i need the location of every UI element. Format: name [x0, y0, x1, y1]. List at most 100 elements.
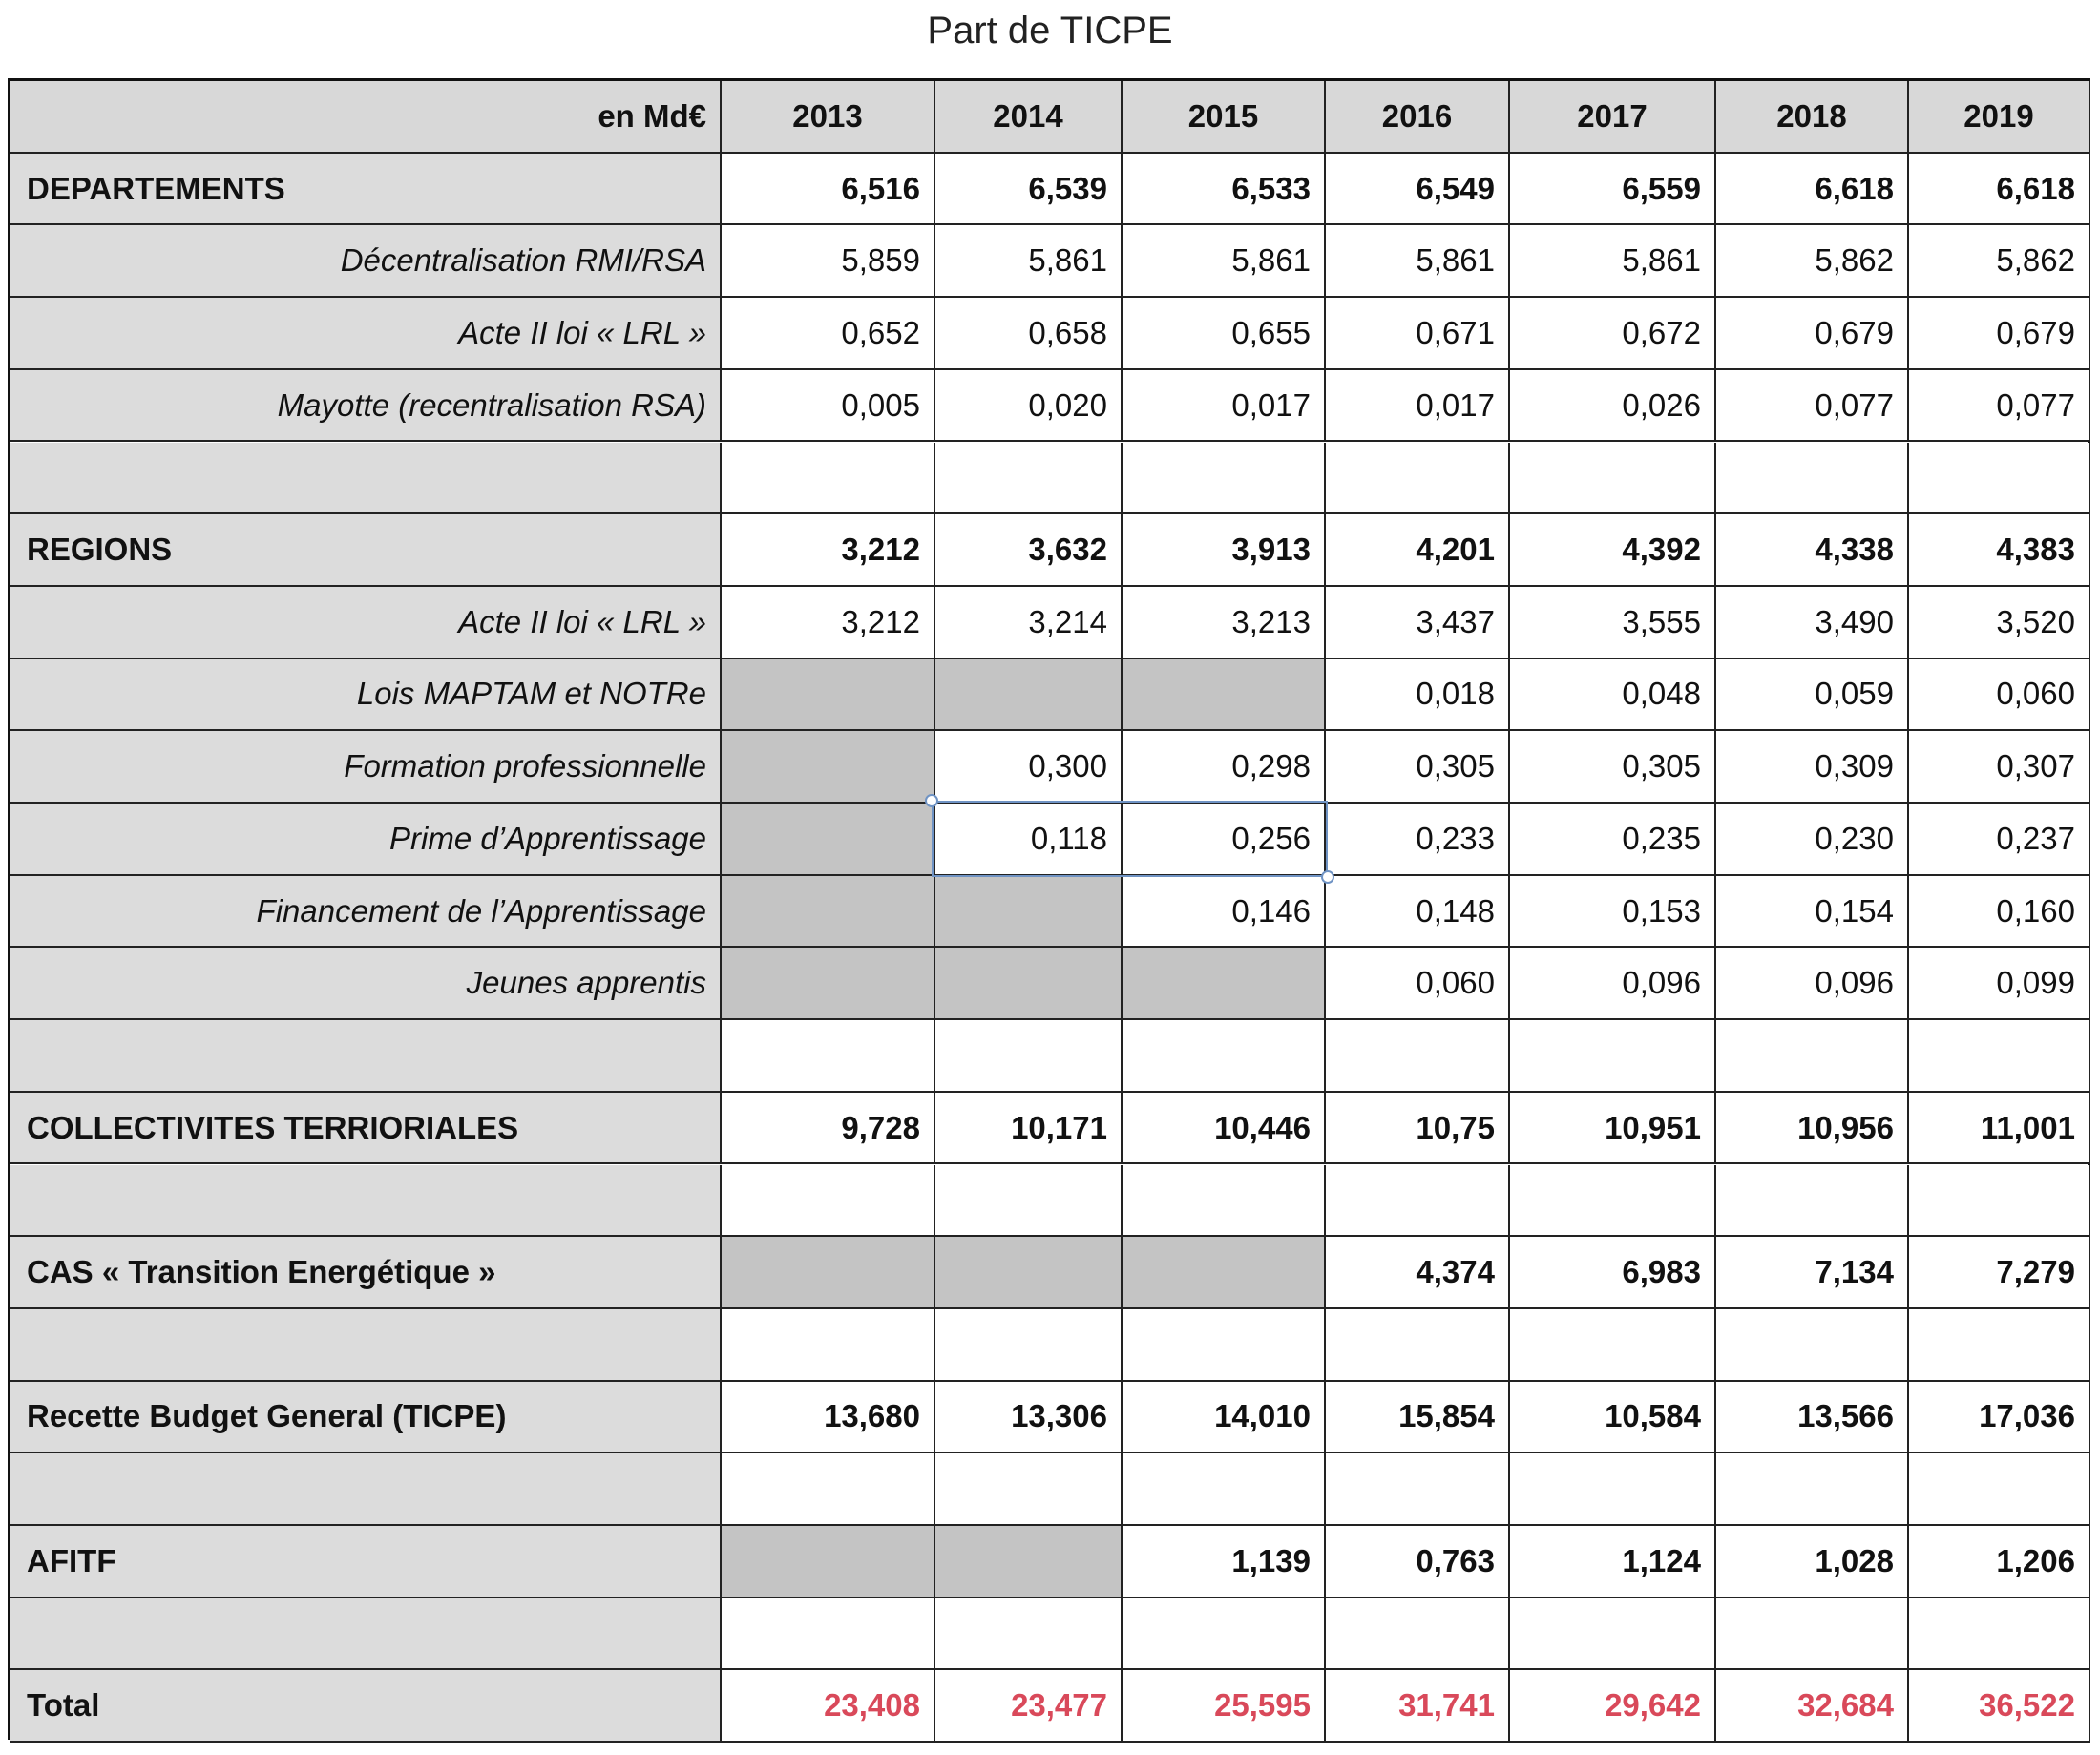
row-label: AFITF	[10, 1526, 722, 1598]
value-cell: 13,306	[935, 1381, 1123, 1454]
value-cell	[1326, 442, 1510, 515]
value-cell: 0,655	[1123, 298, 1326, 370]
value-cell	[1326, 1020, 1510, 1093]
value-cell: 3,212	[722, 514, 935, 587]
value-cell: 0,233	[1326, 804, 1510, 876]
value-cell: 0,148	[1326, 875, 1510, 949]
value-cell: 5,862	[1716, 225, 1909, 299]
row-label: DEPARTEMENTS	[10, 153, 722, 226]
value-cell: 4,338	[1716, 514, 1909, 587]
table: en Md€ 2013 2014 2015 2016 2017 2018 2019 DEPART…	[8, 78, 2090, 1744]
value-cell: 5,861	[1123, 225, 1326, 299]
header-year: 2017	[1510, 81, 1716, 154]
value-cell: 32,684	[1716, 1670, 1909, 1744]
header-year: 2016	[1326, 81, 1510, 154]
value-cell: 6,559	[1510, 153, 1716, 226]
row-label	[10, 1020, 722, 1093]
row-label: Lois MAPTAM et NOTRe	[10, 658, 722, 732]
value-cell	[1123, 948, 1326, 1021]
value-cell: 6,618	[1909, 153, 2090, 226]
value-cell: 0,256	[1123, 804, 1326, 876]
value-cell: 6,983	[1510, 1237, 1716, 1309]
value-cell: 25,595	[1123, 1670, 1326, 1744]
value-cell: 0,309	[1716, 731, 1909, 804]
row-label: Décentralisation RMI/RSA	[10, 225, 722, 299]
value-cell: 3,437	[1326, 586, 1510, 659]
value-cell: 0,679	[1909, 298, 2090, 370]
row-label: Prime d’Apprentissage	[10, 804, 722, 876]
value-cell: 5,862	[1909, 225, 2090, 299]
row-label	[10, 442, 722, 515]
value-cell: 0,763	[1326, 1526, 1510, 1598]
value-cell: 17,036	[1909, 1381, 2090, 1454]
value-cell	[722, 804, 935, 876]
value-cell	[935, 1164, 1123, 1238]
value-cell: 0,018	[1326, 658, 1510, 732]
value-cell: 0,048	[1510, 658, 1716, 732]
value-cell: 6,516	[722, 153, 935, 226]
value-cell: 11,001	[1909, 1092, 2090, 1165]
value-cell: 5,861	[1510, 225, 1716, 299]
value-cell: 1,028	[1716, 1526, 1909, 1598]
header-unit: en Md€	[10, 81, 722, 154]
header-year: 2013	[722, 81, 935, 154]
value-cell: 10,951	[1510, 1092, 1716, 1165]
value-cell: 0,017	[1326, 369, 1510, 443]
value-cell	[722, 1308, 935, 1382]
header-year: 2018	[1716, 81, 1909, 154]
value-cell: 9,728	[722, 1092, 935, 1165]
value-cell	[1716, 1020, 1909, 1093]
value-cell	[1123, 1237, 1326, 1309]
value-cell: 1,206	[1909, 1526, 2090, 1598]
selection-handle[interactable]	[925, 794, 938, 807]
value-cell	[722, 1453, 935, 1526]
value-cell	[1510, 1453, 1716, 1526]
value-cell: 10,446	[1123, 1092, 1326, 1165]
value-cell: 3,555	[1510, 586, 1716, 659]
value-cell	[1716, 1164, 1909, 1238]
value-cell: 0,160	[1909, 875, 2090, 949]
value-cell	[722, 948, 935, 1021]
table-title: Part de TICPE	[927, 10, 1173, 52]
value-cell	[1716, 1453, 1909, 1526]
value-cell: 14,010	[1123, 1381, 1326, 1454]
value-cell	[935, 1526, 1123, 1598]
value-cell: 0,020	[935, 369, 1123, 443]
value-cell	[935, 1453, 1123, 1526]
value-cell: 0,154	[1716, 875, 1909, 949]
value-cell	[1123, 1020, 1326, 1093]
value-cell	[1510, 1164, 1716, 1238]
selection-handle[interactable]	[1321, 869, 1334, 884]
value-cell: 7,279	[1909, 1237, 2090, 1309]
value-cell: 15,854	[1326, 1381, 1510, 1454]
value-cell	[1909, 1020, 2090, 1093]
value-cell: 29,642	[1510, 1670, 1716, 1744]
row-label: Acte II loi « LRL »	[10, 298, 722, 370]
value-cell	[1326, 1308, 1510, 1382]
value-cell: 0,679	[1716, 298, 1909, 370]
row-label: REGIONS	[10, 514, 722, 587]
value-cell: 1,124	[1510, 1526, 1716, 1598]
value-cell	[722, 1598, 935, 1671]
value-cell: 0,298	[1123, 731, 1326, 804]
value-cell: 4,383	[1909, 514, 2090, 587]
value-cell: 0,060	[1909, 658, 2090, 732]
value-cell	[935, 1237, 1123, 1309]
row-label: Total	[10, 1670, 722, 1744]
value-cell	[1510, 1598, 1716, 1671]
value-cell: 0,230	[1716, 804, 1909, 876]
row-label	[10, 1164, 722, 1238]
row-label: Jeunes apprentis	[10, 948, 722, 1021]
value-cell	[935, 1598, 1123, 1671]
header-year: 2014	[935, 81, 1123, 154]
value-cell	[1123, 1164, 1326, 1238]
row-label: COLLECTIVITES TERRIORIALES	[10, 1092, 722, 1165]
value-cell	[1909, 442, 2090, 515]
value-cell	[1716, 1308, 1909, 1382]
value-cell	[1909, 1164, 2090, 1238]
value-cell: 5,861	[1326, 225, 1510, 299]
value-cell	[935, 442, 1123, 515]
value-cell: 0,153	[1510, 875, 1716, 949]
value-cell: 10,584	[1510, 1381, 1716, 1454]
